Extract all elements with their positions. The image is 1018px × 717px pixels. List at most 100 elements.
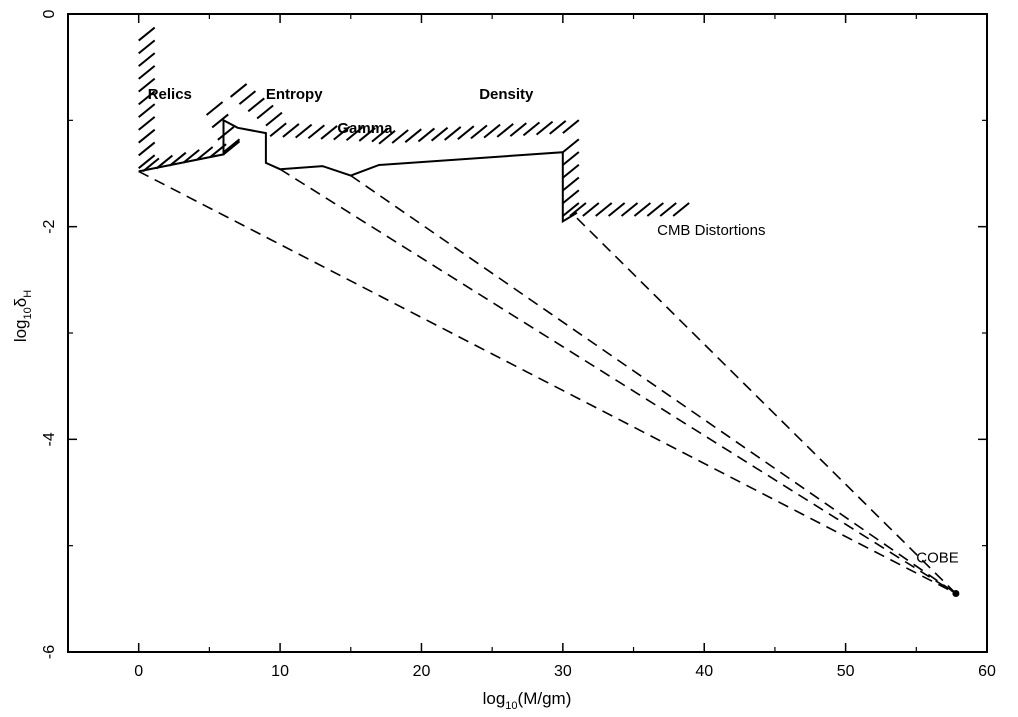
hatch-group xyxy=(378,119,580,145)
hatch-stroke xyxy=(256,104,274,120)
hatch-stroke xyxy=(138,90,156,106)
hatch-stroke xyxy=(307,124,325,140)
x-tick-label: 0 xyxy=(134,663,143,680)
hatch-stroke xyxy=(483,123,501,139)
hatch-stroke xyxy=(222,140,241,156)
hatch-stroke xyxy=(269,122,287,138)
x-tick-label: 50 xyxy=(837,663,855,680)
hatch-stroke xyxy=(496,123,514,138)
hatch-stroke xyxy=(404,128,422,143)
hatch-stroke xyxy=(247,97,265,113)
hatch-stroke xyxy=(562,138,580,154)
hatch-stroke xyxy=(522,121,541,137)
x-axis-title-tail: (M/gm) xyxy=(518,689,572,708)
y-axis-title-sub: 10 xyxy=(22,307,34,319)
y-axis-title: log10δH xyxy=(11,290,34,342)
y-tick-label: -2 xyxy=(41,219,58,233)
y-tick-label: 0 xyxy=(41,9,58,18)
annotation-relics: Relics xyxy=(148,86,192,103)
hatch-stroke xyxy=(562,163,580,179)
hatch-group xyxy=(229,83,283,127)
y-axis-title-tail-sub: H xyxy=(22,290,34,298)
hatch-stroke xyxy=(633,202,652,217)
plot-frame xyxy=(67,13,988,653)
hatch-group xyxy=(205,101,241,154)
hatch-stroke xyxy=(138,77,156,93)
x-tick-label: 10 xyxy=(271,663,289,680)
hatch-stroke xyxy=(282,123,300,138)
hatch-stroke xyxy=(509,122,527,137)
hatch-stroke xyxy=(217,126,235,141)
hatch-stroke xyxy=(417,127,436,143)
hatch-stroke xyxy=(391,129,409,144)
hatch-stroke xyxy=(430,126,449,142)
hatch-stroke xyxy=(138,65,156,80)
hatch-stroke xyxy=(138,128,156,144)
dashed-line-2 xyxy=(279,168,957,595)
hatch-stroke xyxy=(549,120,567,135)
hatch-stroke xyxy=(205,101,224,116)
y-tick-label: -6 xyxy=(41,645,58,659)
hatch-stroke xyxy=(211,113,229,129)
annotation-cobe: COBE xyxy=(916,550,959,567)
hatch-stroke xyxy=(222,138,241,154)
hatch-stroke xyxy=(169,151,187,167)
hatch-stroke xyxy=(562,151,580,166)
hatch-stroke xyxy=(345,126,364,142)
hatch-stroke xyxy=(378,129,396,145)
dashed-line-4 xyxy=(576,217,957,595)
hatch-stroke xyxy=(562,119,580,134)
hatch-stroke xyxy=(535,120,554,136)
hatch-stroke xyxy=(320,125,338,140)
hatch-stroke xyxy=(659,202,677,217)
hatch-stroke xyxy=(138,26,156,42)
hatch-stroke xyxy=(182,149,200,164)
annotation-gamma: Gamma xyxy=(337,120,393,137)
hatch-stroke xyxy=(138,116,156,131)
x-axis-title-sub: 10 xyxy=(505,700,517,712)
hatch-stroke xyxy=(138,39,156,55)
annotation-density: Density xyxy=(479,86,534,103)
x-axis-title-main: log xyxy=(483,689,506,708)
hatch-stroke xyxy=(238,90,257,105)
x-tick-label: 30 xyxy=(554,663,572,680)
y-axis-title-main: log xyxy=(11,319,30,342)
y-axis-title-tail: δ xyxy=(11,298,30,307)
hatch-layer xyxy=(138,26,690,217)
hatch-group xyxy=(138,26,156,169)
hatch-stroke xyxy=(138,103,156,118)
dashed-line-3 xyxy=(350,174,957,595)
hatch-stroke xyxy=(672,202,690,217)
hatch-stroke xyxy=(333,125,351,141)
hatch-stroke xyxy=(294,123,313,139)
x-tick-label: 60 xyxy=(978,663,996,680)
hatch-stroke xyxy=(358,127,376,142)
hatch-stroke xyxy=(582,202,600,217)
cobe-marker xyxy=(952,590,960,598)
hatch-stroke xyxy=(371,127,389,143)
hatch-group xyxy=(269,122,389,143)
hatch-stroke xyxy=(229,83,248,98)
hatch-stroke xyxy=(196,146,214,161)
hatch-stroke xyxy=(569,202,587,217)
y-tick-label: -4 xyxy=(41,432,58,446)
hatch-stroke xyxy=(562,202,580,217)
hatch-group xyxy=(562,138,580,217)
hatch-stroke xyxy=(138,52,156,67)
hatch-stroke xyxy=(562,189,580,205)
tick-layer: 0 10 20 30 40 50 60 0 -2 -4 -6 xyxy=(41,9,996,680)
hatch-stroke xyxy=(595,202,613,217)
series-layer xyxy=(138,118,960,598)
x-axis-title: log10(M/gm) xyxy=(483,689,572,712)
annotation-entropy: Entropy xyxy=(266,86,323,103)
annotation-layer: Relics Entropy Gamma Density CMB Distortions… xyxy=(148,86,959,567)
hatch-stroke xyxy=(457,125,475,140)
hatch-stroke xyxy=(607,202,626,217)
hatch-stroke xyxy=(265,111,283,127)
hatch-stroke xyxy=(138,154,156,169)
x-tick-label: 40 xyxy=(695,663,713,680)
x-tick-label: 20 xyxy=(413,663,431,680)
hatch-stroke xyxy=(646,202,664,217)
hatch-stroke xyxy=(444,126,462,141)
